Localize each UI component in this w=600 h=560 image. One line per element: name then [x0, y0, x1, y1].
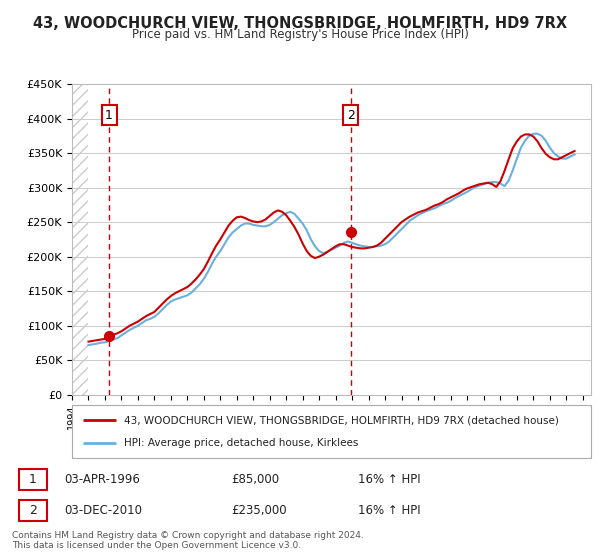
Text: 2: 2: [347, 109, 355, 122]
FancyBboxPatch shape: [19, 500, 47, 521]
Text: 03-DEC-2010: 03-DEC-2010: [64, 503, 142, 516]
Text: HPI: Average price, detached house, Kirklees: HPI: Average price, detached house, Kirk…: [124, 438, 358, 448]
Bar: [72, 84, 88, 395]
Text: £85,000: £85,000: [231, 473, 279, 486]
Text: Price paid vs. HM Land Registry's House Price Index (HPI): Price paid vs. HM Land Registry's House …: [131, 28, 469, 41]
Text: 1: 1: [105, 109, 113, 122]
Text: Contains HM Land Registry data © Crown copyright and database right 2024.
This d: Contains HM Land Registry data © Crown c…: [12, 531, 364, 550]
Text: 43, WOODCHURCH VIEW, THONGSBRIDGE, HOLMFIRTH, HD9 7RX: 43, WOODCHURCH VIEW, THONGSBRIDGE, HOLMF…: [33, 16, 567, 31]
Text: 16% ↑ HPI: 16% ↑ HPI: [358, 473, 420, 486]
FancyBboxPatch shape: [72, 405, 591, 458]
Text: 03-APR-1996: 03-APR-1996: [64, 473, 140, 486]
FancyBboxPatch shape: [19, 469, 47, 489]
Text: £235,000: £235,000: [231, 503, 287, 516]
Text: 2: 2: [29, 503, 37, 516]
Text: 16% ↑ HPI: 16% ↑ HPI: [358, 503, 420, 516]
Text: 43, WOODCHURCH VIEW, THONGSBRIDGE, HOLMFIRTH, HD9 7RX (detached house): 43, WOODCHURCH VIEW, THONGSBRIDGE, HOLMF…: [124, 415, 559, 425]
Text: 1: 1: [29, 473, 37, 486]
